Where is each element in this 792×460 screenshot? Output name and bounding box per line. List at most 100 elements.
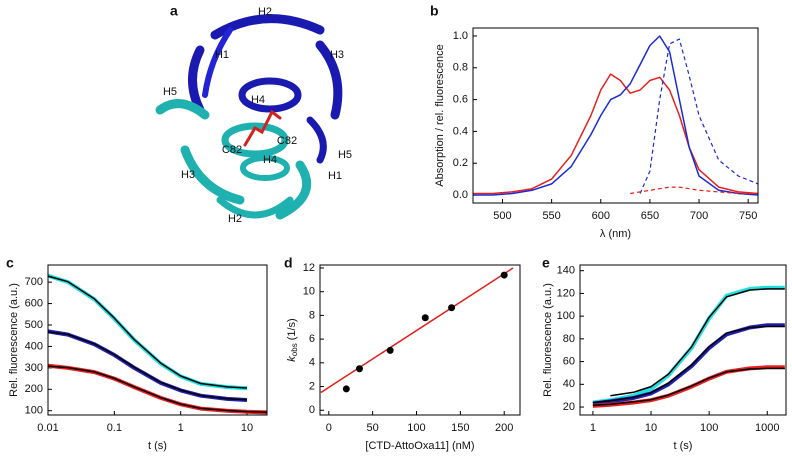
y-axis-label: Rel. fluorescence (a.u.) [542,283,554,397]
x-tick-label: 650 [641,210,659,222]
data-point [386,346,394,354]
structure-label: H5 [163,86,177,98]
x-axis-label: λ (nm) [600,228,631,240]
y-tick-label: 2 [309,380,315,392]
y-tick-label: 140 [557,265,575,277]
y-tick-label: 0.4 [453,125,468,137]
y-tick-label: 700 [25,276,43,288]
y-axis-label: Absorption / rel. fluorescence [434,44,446,186]
y-tick-label: 4 [309,357,315,369]
x-tick-label: 10 [241,422,253,434]
data-line [473,35,759,196]
x-tick-label: 0.01 [37,422,58,434]
x-tick-label: 100 [700,422,718,434]
chart: 0.01 0.1 1 10 100 200 300 400 500 600 700 t (s) Rel.… [8,264,268,452]
y-tick-label: 60 [563,355,575,367]
x-axis-label: t (s) [674,440,693,452]
y-tick-label: 500 [25,319,43,331]
y-tick-label: 1.0 [453,30,468,42]
data-line [47,365,268,413]
structure-label: H4 [251,94,265,106]
y-axis-label: Rel. fluorescence (a.u.) [8,283,20,397]
y-tick-label: 400 [25,340,43,352]
y-axis-label-sub: obs [290,343,299,356]
structure-label: H2 [258,6,272,18]
chart: 1 10 100 1000 20 40 60 80 100 120 140 t (s) Rel. flu… [542,264,787,452]
panel-label: b [430,3,439,19]
y-tick-label: 100 [25,405,43,417]
structure-label: C82 [222,144,242,156]
x-tick-label: 10 [645,422,657,434]
y-axis-label: kobs (1/s) [286,318,299,361]
y-axis-label-main: k [286,356,298,362]
structure-label: C82 [277,135,297,147]
y-tick-label: 300 [25,362,43,374]
plot-frame [579,264,787,416]
y-tick-label: 0.8 [453,62,468,74]
x-tick-label: 150 [451,422,469,434]
plot-frame [47,264,268,416]
y-tick-label: 80 [563,333,575,345]
plot-frame [472,27,759,204]
data-line [47,331,248,401]
x-tick-label: 50 [367,422,379,434]
y-tick-label: 6 [309,333,315,345]
data-point [448,304,456,312]
y-tick-label: 0 [309,404,315,416]
chart: 0 50 100 150 200 0 2 4 6 8 10 12 [CTD-AttoOxa11] (nM… [286,262,521,452]
y-tick-label: 0.6 [453,93,468,105]
data-line [639,38,759,194]
data-line [47,329,248,402]
structure-label: H3 [330,49,344,61]
y-tick-label: 100 [557,310,575,322]
data-point [500,271,508,279]
x-tick-label: 750 [739,210,757,222]
x-tick-label: 700 [690,210,708,222]
y-tick-label: 20 [563,401,575,413]
protein-structure [155,14,343,220]
data-line [592,285,785,405]
x-tick-label: 1 [178,422,184,434]
panel-label: d [284,255,293,271]
panel-label: e [542,255,550,271]
data-line [473,73,759,195]
y-tick-label: 120 [557,287,575,299]
x-tick-label: 1 [590,422,596,434]
x-tick-label: 600 [592,210,610,222]
y-tick-label: 0.0 [453,189,468,201]
y-tick-label: 8 [309,309,315,321]
structure-label: H3 [181,169,195,181]
fit-line [320,267,514,394]
y-axis-label-unit: (1/s) [286,318,298,340]
data-point [355,365,363,373]
structure-label: H5 [338,149,352,161]
panel-label: c [6,255,14,271]
x-axis-label: [CTD-AttoOxa11] (nM) [365,440,474,452]
x-tick-label: 1000 [755,422,779,434]
data-line [592,323,785,406]
y-tick-label: 600 [25,297,43,309]
data-line [47,275,248,389]
y-tick-label: 40 [563,378,575,390]
chart: 500 550 600 650 700 750 0.0 0.2 0.4 0.6 0.8 1.0 λ (n… [434,27,759,240]
x-tick-label: 550 [542,210,560,222]
y-tick-label: 10 [303,286,315,298]
x-tick-label: 0.1 [107,422,122,434]
structure-label: H2 [228,213,242,225]
data-point [421,314,429,322]
panel-label: a [170,3,178,19]
data-line [592,325,785,404]
x-axis-label: t (s) [148,440,167,452]
data-line [592,367,785,407]
structure-label: H4 [263,154,277,166]
data-point [342,385,350,393]
y-tick-label: 12 [303,262,315,274]
x-tick-label: 200 [495,422,513,434]
data-line [630,186,758,195]
plot-frame [319,264,521,416]
data-line [610,288,785,397]
y-tick-label: 0.2 [453,157,468,169]
y-tick-label: 200 [25,383,43,395]
structure-label: H1 [328,170,342,182]
